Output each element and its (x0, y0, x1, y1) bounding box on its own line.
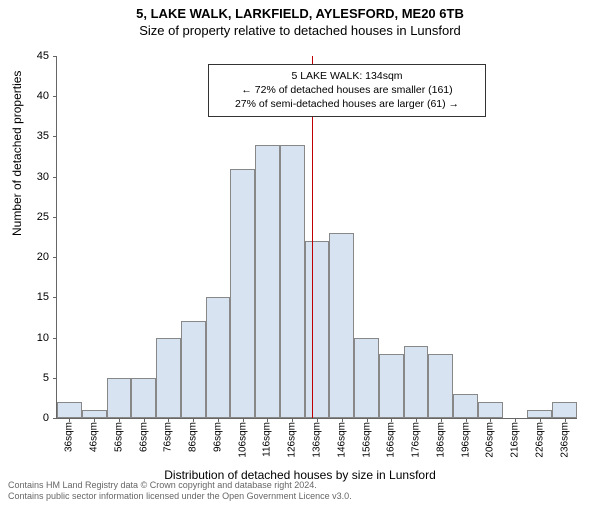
x-tick-label: 136sqm (312, 422, 323, 458)
histogram-bar (156, 338, 181, 418)
x-tick-label: 216sqm (510, 422, 521, 458)
x-tick-label: 156sqm (361, 422, 372, 458)
histogram-bar (453, 394, 478, 418)
y-tick-label: 35 (9, 130, 49, 142)
chart-container: 05101520253035404536sqm46sqm56sqm66sqm76… (56, 56, 576, 418)
x-tick-label: 166sqm (386, 422, 397, 458)
page-title-line1: 5, LAKE WALK, LARKFIELD, AYLESFORD, ME20… (0, 6, 600, 21)
y-tick-mark (53, 418, 57, 419)
x-tick-label: 186sqm (435, 422, 446, 458)
annotation-line: 27% of semi-detached houses are larger (… (215, 97, 479, 111)
histogram-bar (230, 169, 255, 418)
x-tick-label: 106sqm (237, 422, 248, 458)
x-tick-label: 86sqm (188, 422, 199, 452)
y-tick-mark (53, 378, 57, 379)
y-tick-label: 20 (9, 251, 49, 263)
x-tick-label: 206sqm (485, 422, 496, 458)
y-tick-label: 40 (9, 90, 49, 102)
histogram-bar (131, 378, 156, 418)
histogram-bar (428, 354, 453, 418)
histogram-bar (379, 354, 404, 418)
y-tick-label: 5 (9, 372, 49, 384)
histogram-bar (57, 402, 82, 418)
y-tick-mark (53, 338, 57, 339)
histogram-bar (478, 402, 503, 418)
x-tick-label: 126sqm (287, 422, 298, 458)
histogram-bar (82, 410, 107, 418)
chart-footer: Contains HM Land Registry data © Crown c… (8, 480, 592, 502)
x-tick-label: 226sqm (534, 422, 545, 458)
y-tick-label: 0 (9, 412, 49, 424)
y-tick-label: 15 (9, 291, 49, 303)
page-title-line2: Size of property relative to detached ho… (0, 23, 600, 38)
footer-line-1: Contains HM Land Registry data © Crown c… (8, 480, 592, 491)
x-tick-label: 46sqm (89, 422, 100, 452)
x-tick-label: 196sqm (460, 422, 471, 458)
histogram-bar (552, 402, 577, 418)
y-tick-mark (53, 136, 57, 137)
y-tick-label: 25 (9, 211, 49, 223)
histogram-bar (305, 241, 330, 418)
x-tick-label: 176sqm (411, 422, 422, 458)
histogram-bar (280, 145, 305, 419)
y-tick-label: 10 (9, 332, 49, 344)
histogram-bar (329, 233, 354, 418)
histogram-bar (255, 145, 280, 419)
histogram-bar (107, 378, 132, 418)
footer-line-2: Contains public sector information licen… (8, 491, 592, 502)
x-tick-label: 146sqm (336, 422, 347, 458)
y-tick-mark (53, 177, 57, 178)
y-tick-mark (53, 96, 57, 97)
y-tick-mark (53, 297, 57, 298)
x-tick-label: 96sqm (212, 422, 223, 452)
x-tick-label: 56sqm (113, 422, 124, 452)
x-tick-label: 76sqm (163, 422, 174, 452)
histogram-bar (527, 410, 552, 418)
histogram-bar (206, 297, 231, 418)
x-tick-label: 36sqm (64, 422, 75, 452)
annotation-line: 5 LAKE WALK: 134sqm (215, 69, 479, 83)
y-tick-mark (53, 217, 57, 218)
histogram-bar (354, 338, 379, 418)
histogram-bar (181, 321, 206, 418)
y-tick-label: 30 (9, 171, 49, 183)
x-tick-label: 116sqm (262, 422, 273, 457)
chart-annotation: 5 LAKE WALK: 134sqm← 72% of detached hou… (208, 64, 486, 117)
y-tick-label: 45 (9, 50, 49, 62)
annotation-line: ← 72% of detached houses are smaller (16… (215, 83, 479, 97)
y-tick-mark (53, 257, 57, 258)
y-tick-mark (53, 56, 57, 57)
x-tick-label: 236sqm (559, 422, 570, 458)
x-tick-label: 66sqm (138, 422, 149, 452)
histogram-bar (404, 346, 429, 418)
